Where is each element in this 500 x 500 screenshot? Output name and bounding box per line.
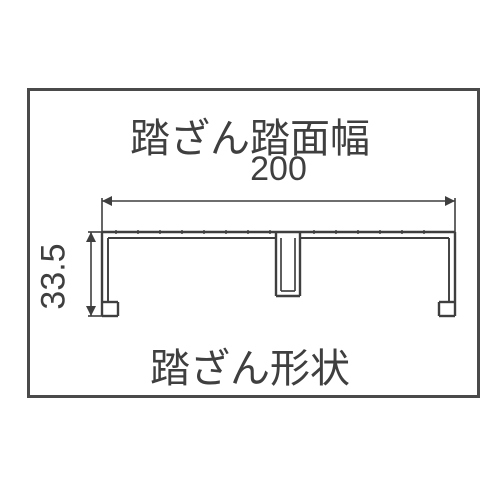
diagram-canvas: 踏ざん踏面幅 200 33.5 踏ざん形状	[0, 0, 500, 500]
profile-drawing	[0, 0, 500, 500]
